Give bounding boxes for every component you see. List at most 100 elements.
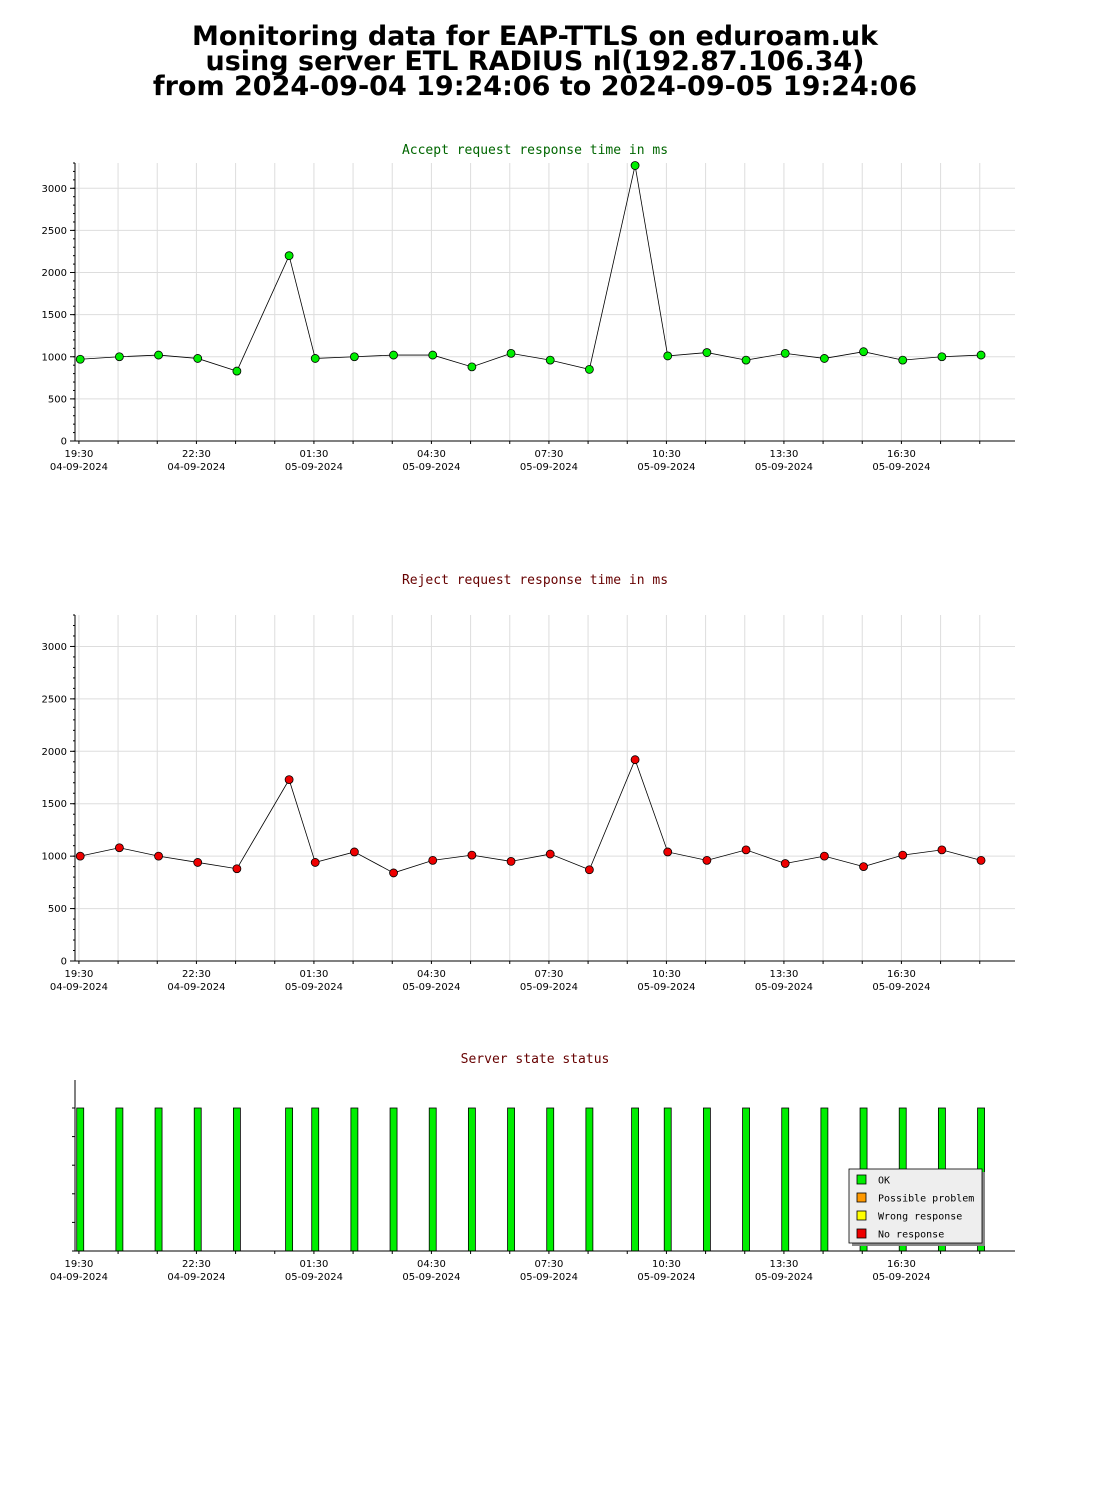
x-tick-label-date: 05-09-2024 xyxy=(285,982,343,993)
data-point xyxy=(467,850,477,860)
x-tick-label-date: 05-09-2024 xyxy=(402,1272,460,1283)
data-point xyxy=(859,347,868,357)
x-tick-label-time: 13:30 xyxy=(770,1259,799,1270)
x-tick-label-time: 01:30 xyxy=(300,1259,329,1270)
x-tick-label-time: 04:30 xyxy=(417,1259,446,1270)
data-point xyxy=(702,348,712,357)
data-point xyxy=(284,251,294,261)
data-point xyxy=(193,858,203,867)
data-point xyxy=(819,851,829,861)
data-point xyxy=(630,161,640,170)
data-point xyxy=(702,855,712,865)
status-bar xyxy=(76,1107,85,1252)
status-bar xyxy=(585,1107,594,1252)
data-point xyxy=(389,350,398,360)
x-tick-label-date: 05-09-2024 xyxy=(520,462,578,473)
data-point xyxy=(349,847,359,857)
x-tick-label-time: 07:30 xyxy=(535,969,564,980)
legend-swatch xyxy=(856,1174,867,1185)
status-bar xyxy=(702,1107,711,1252)
legend-swatch xyxy=(856,1228,867,1239)
data-point xyxy=(663,351,673,361)
data-point xyxy=(232,366,242,376)
title-line: from 2024-09-04 19:24:06 to 2024-09-05 1… xyxy=(152,71,918,102)
x-tick-label-time: 22:30 xyxy=(182,1259,211,1270)
legend-box xyxy=(848,1168,983,1244)
data-point xyxy=(976,350,986,360)
data-point xyxy=(232,864,242,874)
x-tick-label-time: 13:30 xyxy=(770,449,799,460)
y-tick-label: 1500 xyxy=(42,799,67,810)
status-bar xyxy=(389,1107,398,1252)
accept-response-chart: Accept request response time in ms 0 500 1… xyxy=(42,143,1015,473)
data-point xyxy=(937,352,947,362)
data-point xyxy=(75,851,85,861)
x-tick-label-date: 05-09-2024 xyxy=(520,1272,578,1283)
status-bar xyxy=(311,1107,320,1252)
status-bar xyxy=(742,1107,750,1252)
data-point xyxy=(937,845,947,855)
data-point xyxy=(506,348,516,358)
status-bar xyxy=(154,1107,163,1252)
status-bar xyxy=(820,1107,829,1252)
data-point xyxy=(898,850,908,860)
legend-label: No response xyxy=(878,1230,944,1241)
series-line xyxy=(80,758,982,874)
y-tick-label: 0 xyxy=(61,957,67,968)
data-point xyxy=(819,354,829,363)
x-tick-label-date: 04-09-2024 xyxy=(50,462,108,473)
status-bar xyxy=(285,1107,294,1252)
y-tick-label: 1000 xyxy=(42,852,67,863)
data-point xyxy=(310,354,320,363)
data-point xyxy=(154,851,163,861)
x-tick-label-time: 07:30 xyxy=(535,449,564,460)
data-point xyxy=(545,849,555,859)
data-point xyxy=(428,855,438,865)
x-tick-label-date: 05-09-2024 xyxy=(872,462,930,473)
data-point xyxy=(349,352,359,362)
x-tick-label-date: 05-09-2024 xyxy=(637,1272,695,1283)
x-tick-label-time: 22:30 xyxy=(182,449,211,460)
y-tick-label: 1500 xyxy=(42,310,67,321)
y-tick-label: 0 xyxy=(61,437,67,448)
x-tick-label-time: 01:30 xyxy=(300,969,329,980)
legend-label: Possible problem xyxy=(878,1194,974,1205)
data-point xyxy=(193,354,203,363)
y-tick-label: 2000 xyxy=(42,268,67,279)
x-tick-label-time: 16:30 xyxy=(887,1259,916,1270)
data-point xyxy=(859,862,868,872)
x-tick-label-time: 01:30 xyxy=(300,449,329,460)
status-bar xyxy=(115,1107,124,1252)
data-point xyxy=(741,355,751,365)
title-line: using server ETL RADIUS nl(192.87.106.34… xyxy=(205,46,865,77)
status-bar xyxy=(546,1107,555,1252)
status-bar xyxy=(663,1107,672,1252)
status-bar xyxy=(467,1107,476,1252)
x-tick-label-date: 04-09-2024 xyxy=(167,462,225,473)
y-tick-label: 500 xyxy=(48,394,67,405)
status-bar xyxy=(350,1107,359,1252)
x-tick-label-time: 22:30 xyxy=(182,969,211,980)
x-tick-label-date: 05-09-2024 xyxy=(755,982,813,993)
x-tick-label-time: 04:30 xyxy=(417,449,446,460)
server-status-chart: Server state status OK Possible problem Wr… xyxy=(50,1052,1015,1283)
data-point xyxy=(898,355,908,365)
x-tick-label-time: 10:30 xyxy=(652,1259,681,1270)
x-tick-label-time: 16:30 xyxy=(887,449,916,460)
data-point xyxy=(310,858,320,867)
x-tick-label-date: 05-09-2024 xyxy=(872,1272,930,1283)
data-point xyxy=(780,859,790,868)
reject-response-chart: Reject request response time in ms 0 500 1… xyxy=(42,573,1015,993)
series-line xyxy=(80,165,982,372)
y-tick-label: 3000 xyxy=(42,184,67,195)
data-point xyxy=(75,354,85,364)
y-tick-label: 500 xyxy=(48,904,67,915)
x-tick-label-time: 07:30 xyxy=(535,1259,564,1270)
data-point xyxy=(284,775,294,785)
x-tick-label-date: 04-09-2024 xyxy=(50,1272,108,1283)
title-line: Monitoring data for EAP-TTLS on eduroam.… xyxy=(191,21,879,52)
status-bar xyxy=(631,1107,639,1252)
data-point xyxy=(389,868,398,878)
data-point xyxy=(428,350,438,360)
